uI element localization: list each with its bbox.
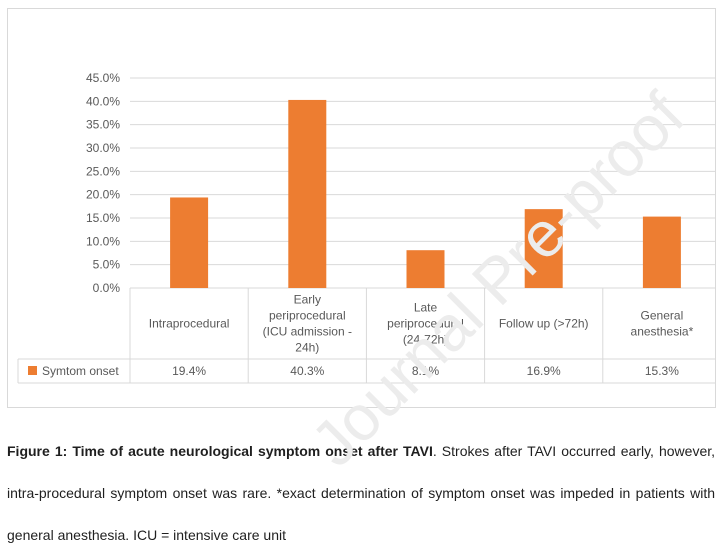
- bar: [524, 209, 563, 288]
- category-label: Intraprocedural: [149, 317, 230, 331]
- y-tick-label: 10.0%: [86, 234, 120, 248]
- bar: [406, 250, 445, 288]
- data-value: 15.3%: [645, 364, 679, 378]
- bar: [288, 99, 327, 288]
- y-tick-label: 45.0%: [86, 71, 120, 85]
- y-tick-label: 40.0%: [86, 94, 120, 108]
- data-value: 16.9%: [527, 364, 561, 378]
- caption-text: . Strokes after TAVI occurred early, how…: [7, 443, 716, 543]
- y-tick-label: 5.0%: [93, 258, 121, 272]
- y-tick-label: 30.0%: [86, 141, 120, 155]
- data-value: 40.3%: [290, 364, 324, 378]
- category-label: Follow up (>72h): [499, 317, 589, 331]
- y-tick-label: 25.0%: [86, 164, 120, 178]
- y-tick-label: 0.0%: [93, 281, 121, 295]
- legend-label: Symtom onset: [42, 364, 119, 378]
- figure-caption: Figure 1: Time of acute neurological sym…: [7, 430, 715, 556]
- data-value: 19.4%: [172, 364, 206, 378]
- bar-chart: 0.0% 5.0% 10.0% 15.0% 20.0% 25.0% 30.0% 35.0% 40…: [17, 71, 715, 384]
- category-label: General anesthesia*: [631, 309, 694, 339]
- legend-swatch: [28, 366, 37, 375]
- data-value: 8.1%: [412, 364, 440, 378]
- category-label: Early periprocedural (ICU admission -24h): [263, 293, 352, 355]
- caption-title: Figure 1: Time of acute neurological sym…: [7, 443, 433, 459]
- y-tick-label: 15.0%: [86, 211, 120, 225]
- y-tick-label: 35.0%: [86, 118, 120, 132]
- bar: [642, 216, 681, 288]
- y-tick-label: 20.0%: [86, 188, 120, 202]
- bar: [170, 197, 209, 288]
- chart-frame: 0.0% 5.0% 10.0% 15.0% 20.0% 25.0% 30.0% 35.0% 40…: [7, 8, 716, 408]
- category-label: Late periprocedural (24-72h): [387, 301, 464, 347]
